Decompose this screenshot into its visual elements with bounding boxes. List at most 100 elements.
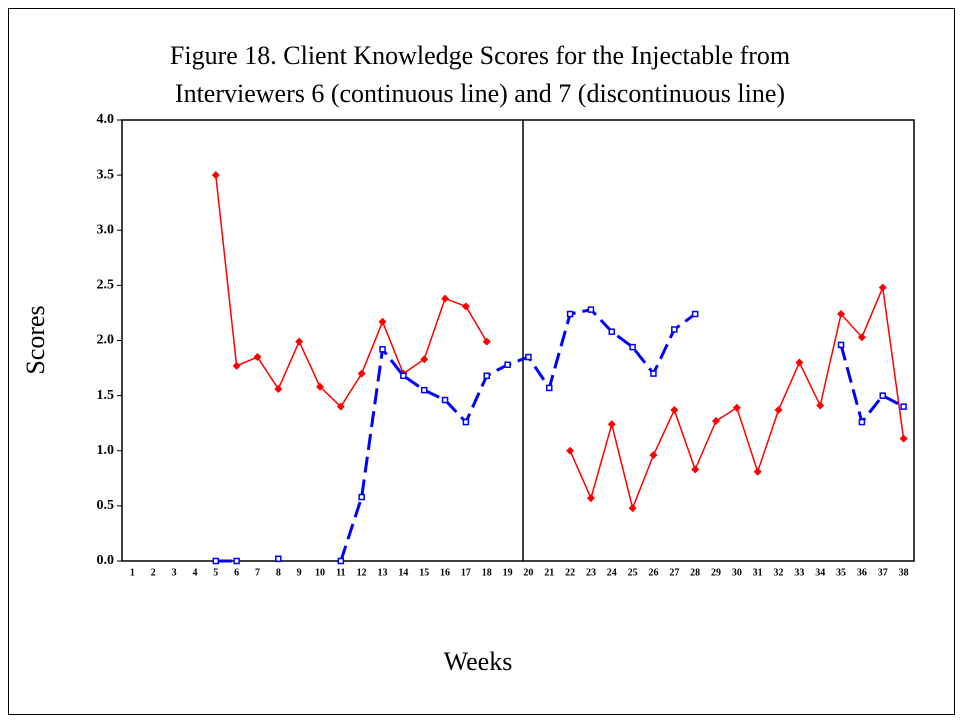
point	[316, 382, 324, 391]
chart-title: Interviewers 6 (continuous line) and 7 (…	[175, 79, 785, 108]
point	[878, 283, 887, 292]
point	[837, 341, 845, 349]
point	[378, 317, 387, 326]
x-tick-label: 14	[398, 567, 408, 578]
point	[628, 504, 637, 513]
point	[441, 396, 449, 404]
point	[795, 358, 804, 367]
point	[546, 384, 553, 392]
point	[629, 343, 636, 351]
point	[504, 361, 511, 369]
point	[462, 418, 470, 426]
point	[649, 451, 658, 460]
series-line	[215, 307, 905, 563]
point	[650, 370, 657, 377]
y-tick-label: 3.0	[97, 222, 115, 237]
y-tick-label: 0.0	[97, 553, 115, 568]
point	[691, 465, 700, 474]
point	[732, 403, 741, 412]
x-tick-label: 30	[732, 567, 742, 578]
point	[566, 310, 574, 318]
point	[211, 171, 220, 180]
x-tick-label: 35	[836, 567, 846, 578]
point	[420, 355, 429, 364]
x-tick-label: 18	[482, 567, 492, 578]
point	[400, 372, 407, 380]
point	[774, 405, 783, 414]
point	[212, 557, 220, 565]
x-tick-label: 7	[255, 567, 260, 578]
point	[420, 386, 428, 394]
x-tick-label: 16	[440, 567, 450, 578]
point	[336, 402, 345, 411]
point	[879, 392, 886, 399]
x-tick-label: 25	[628, 567, 638, 578]
y-tick-label: 1.5	[97, 388, 115, 403]
x-tick-label: 32	[774, 567, 784, 578]
x-tick-label: 36	[857, 567, 867, 578]
x-tick-label: 27	[669, 567, 679, 578]
point	[816, 401, 825, 410]
y-tick-label: 2.5	[97, 278, 115, 293]
x-tick-label: 3	[172, 567, 177, 578]
point	[275, 555, 282, 563]
x-tick-label: 5	[213, 567, 218, 578]
point	[379, 346, 386, 353]
point	[461, 302, 470, 311]
point	[483, 372, 490, 380]
x-tick-label: 21	[544, 567, 554, 578]
x-tick-label: 37	[878, 567, 888, 578]
y-tick-label: 4.0	[97, 112, 115, 127]
x-tick-label: 11	[336, 567, 345, 578]
point	[670, 405, 679, 414]
point	[858, 418, 866, 426]
x-tick-label: 22	[565, 567, 575, 578]
point	[587, 306, 595, 313]
x-axis-label: Weeks	[444, 647, 513, 676]
point	[357, 369, 366, 378]
x-tick-label: 24	[607, 567, 617, 578]
point	[900, 403, 907, 410]
point	[274, 385, 283, 394]
chart-title: Figure 18. Client Knowledge Scores for t…	[170, 41, 790, 70]
point	[607, 420, 616, 429]
y-tick-label: 2.0	[97, 333, 115, 348]
x-tick-label: 19	[503, 567, 513, 578]
x-tick-label: 29	[711, 567, 721, 578]
point	[857, 333, 866, 342]
x-tick-label: 10	[315, 567, 325, 578]
x-tick-label: 13	[378, 567, 388, 578]
point	[232, 361, 241, 370]
point	[837, 310, 846, 319]
point	[482, 337, 491, 346]
x-tick-label: 38	[899, 567, 909, 578]
x-tick-label: 31	[753, 567, 763, 578]
plot-area	[121, 119, 915, 562]
x-tick-label: 1	[130, 567, 135, 578]
x-tick-label: 8	[276, 567, 281, 578]
y-axis-label: Scores	[21, 305, 50, 374]
x-tick-label: 17	[461, 567, 471, 578]
point	[566, 446, 575, 455]
point	[337, 557, 345, 565]
x-tick-label: 23	[586, 567, 596, 578]
point	[608, 328, 616, 335]
x-tick-label: 26	[648, 567, 658, 578]
y-tick-label: 3.5	[97, 167, 115, 182]
frame	[8, 8, 955, 715]
y-tick-label: 0.5	[97, 498, 115, 513]
point	[253, 353, 262, 362]
x-tick-label: 9	[297, 567, 302, 578]
y-tick-label: 1.0	[97, 443, 115, 458]
point	[586, 494, 595, 503]
point	[441, 294, 450, 303]
x-tick-label: 28	[690, 567, 700, 578]
point	[295, 337, 304, 346]
x-tick-label: 20	[523, 567, 533, 578]
point	[712, 416, 720, 425]
x-tick-label: 6	[234, 567, 239, 578]
point	[671, 326, 678, 333]
point	[233, 557, 240, 565]
point	[753, 467, 762, 476]
